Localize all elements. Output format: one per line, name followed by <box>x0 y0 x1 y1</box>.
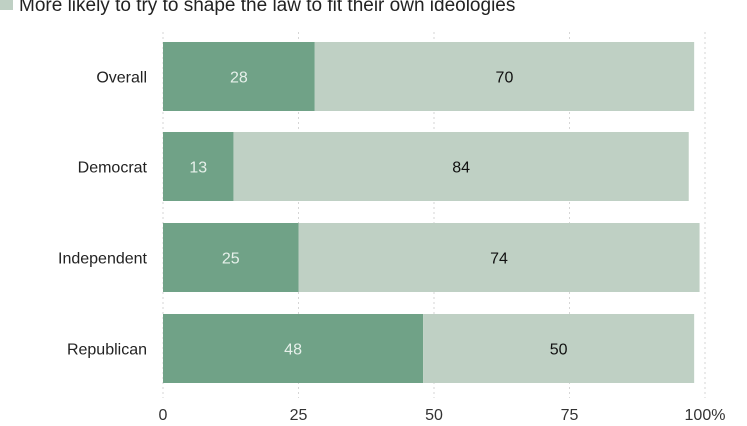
data-label: 25 <box>222 251 240 268</box>
data-label: 48 <box>284 342 302 359</box>
bar-democrat-series-2 <box>233 132 689 201</box>
x-tick-label: 0 <box>159 407 168 424</box>
legend-swatch-series-2 <box>0 0 13 10</box>
bar-independent-series-2 <box>298 223 700 292</box>
x-axis-ticks: 0 25 50 75 100% <box>159 407 726 424</box>
bar-democrat-series-1 <box>163 132 234 201</box>
legend: More likely to try to shape the law to f… <box>0 0 515 16</box>
legend-label-series-2: More likely to try to shape the law to f… <box>19 0 515 16</box>
data-label: 13 <box>189 160 207 177</box>
category-label-overall: Overall <box>96 70 147 87</box>
data-label: 70 <box>496 70 514 87</box>
bar-overall-series-1 <box>163 42 315 111</box>
x-tick-label: 50 <box>425 407 443 424</box>
category-label-republican: Republican <box>67 342 147 359</box>
data-label: 50 <box>550 342 568 359</box>
x-tick-label: 100% <box>685 407 726 424</box>
bar-republican-series-2 <box>423 314 695 383</box>
x-tick-label: 25 <box>290 407 308 424</box>
bar-republican-series-1 <box>163 314 424 383</box>
bar-independent-series-1 <box>163 223 299 292</box>
data-label: 74 <box>490 251 508 268</box>
data-label: 28 <box>230 70 248 87</box>
category-label-democrat: Democrat <box>78 160 148 177</box>
data-label: 84 <box>452 160 470 177</box>
category-label-independent: Independent <box>58 251 148 268</box>
bar-overall-series-2 <box>314 42 695 111</box>
x-tick-label: 75 <box>561 407 579 424</box>
bars: 28 70 13 84 25 74 48 50 <box>163 42 700 383</box>
category-labels: Overall Democrat Independent Republican <box>58 70 148 359</box>
